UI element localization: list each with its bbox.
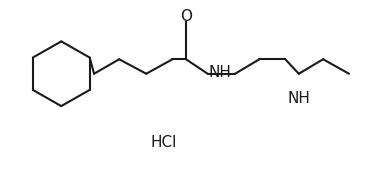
Text: O: O (180, 9, 192, 24)
Text: HCl: HCl (151, 135, 177, 150)
Text: NH: NH (287, 91, 310, 106)
Text: NH: NH (208, 65, 231, 80)
